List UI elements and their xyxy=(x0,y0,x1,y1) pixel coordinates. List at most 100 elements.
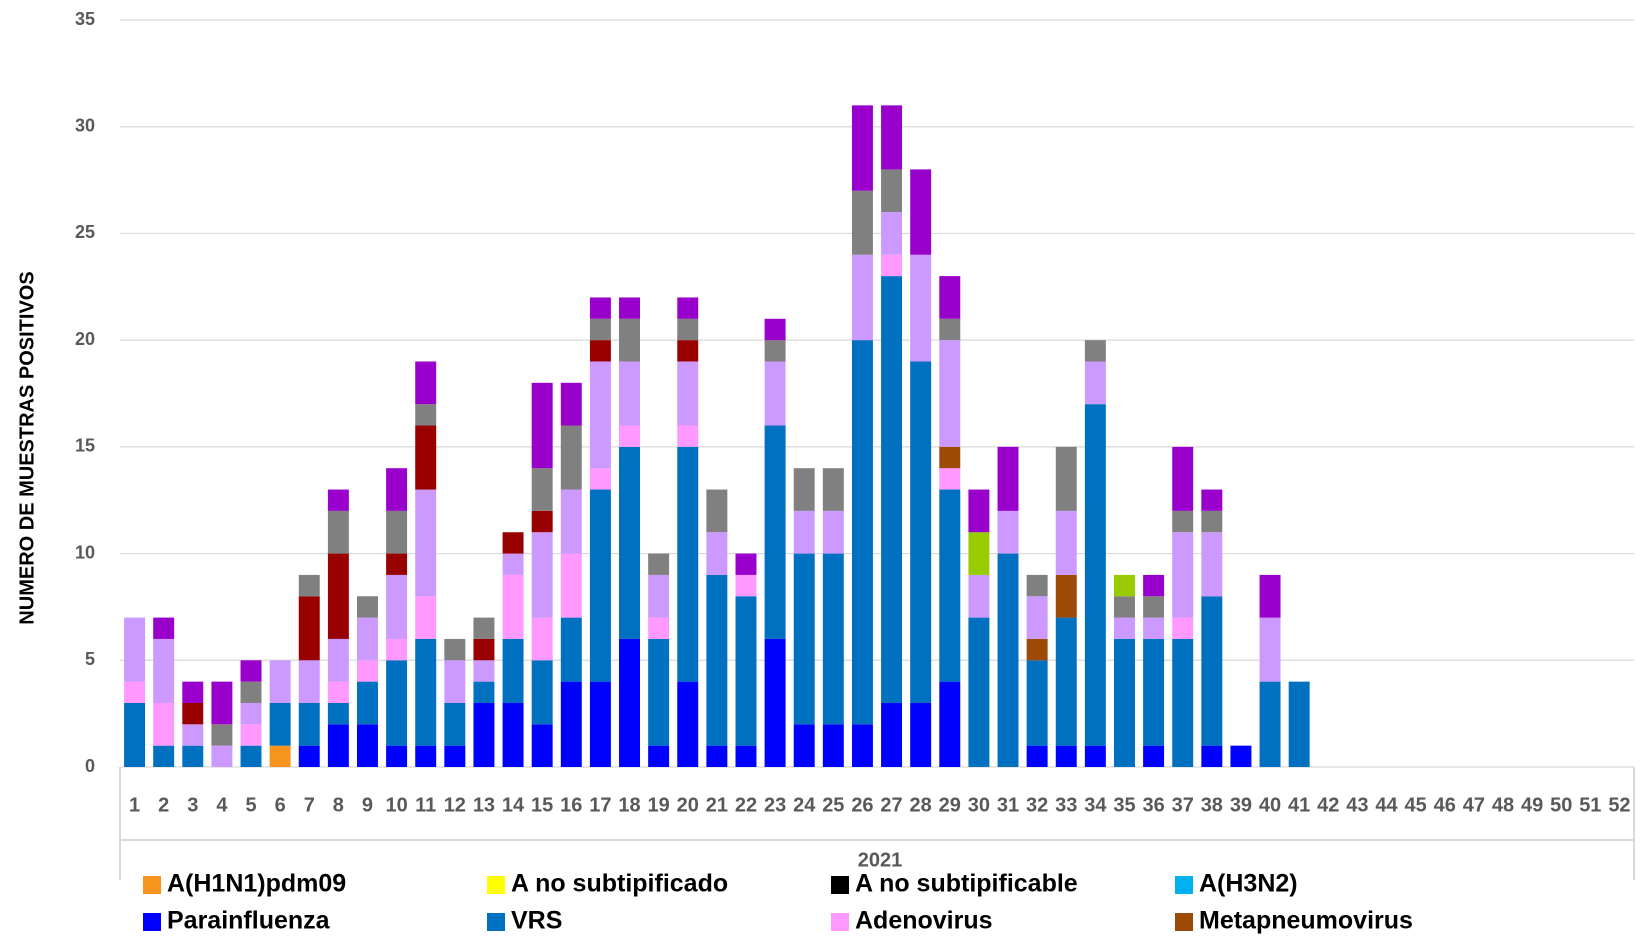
bar-segment xyxy=(764,425,786,639)
bar-segment xyxy=(473,617,495,639)
bar-segment xyxy=(619,425,641,447)
bar-segment xyxy=(415,425,437,490)
bar-segment xyxy=(298,596,320,661)
bar-segment xyxy=(793,510,815,554)
bar-segment xyxy=(327,553,349,639)
bar-segment xyxy=(619,361,641,426)
bar-segment xyxy=(939,446,961,469)
bar-segment xyxy=(415,404,437,426)
bar-segment xyxy=(939,468,961,490)
legend-label: A no subtipificado xyxy=(511,870,728,898)
bar-segment xyxy=(240,681,262,703)
bar-segment xyxy=(240,660,262,682)
bar-segment xyxy=(619,446,641,639)
bar-segment xyxy=(968,617,990,767)
bar-segment xyxy=(211,724,233,746)
bar-segment xyxy=(881,276,903,703)
bar-segment xyxy=(327,702,349,725)
bar-segment xyxy=(327,489,349,511)
bar-segment xyxy=(910,361,932,703)
bar-segment xyxy=(677,681,699,767)
x-tick-label: 10 xyxy=(385,794,407,816)
x-tick-label: 42 xyxy=(1317,794,1339,816)
bar-segment xyxy=(764,340,786,362)
bar-segment xyxy=(182,724,204,746)
x-tick-label: 44 xyxy=(1375,794,1398,816)
bar-segment xyxy=(1143,617,1165,639)
x-tick-label: 28 xyxy=(910,794,932,816)
bar-segment xyxy=(473,702,495,767)
bar-segment xyxy=(677,361,699,426)
bar-segment xyxy=(1084,404,1106,746)
x-tick-label: 12 xyxy=(444,794,466,816)
bar-segment xyxy=(648,553,670,575)
bar-segment xyxy=(1026,574,1048,597)
x-tick-label: 49 xyxy=(1521,794,1543,816)
bar-segment xyxy=(881,702,903,767)
x-tick-label: 48 xyxy=(1492,794,1514,816)
bar-segment xyxy=(1230,745,1252,767)
y-tick-label: 0 xyxy=(85,756,95,776)
bar-segment xyxy=(677,340,699,362)
bar-segment xyxy=(619,297,641,319)
bar-segment xyxy=(153,617,175,639)
bar-segment xyxy=(968,532,990,575)
x-tick-label: 25 xyxy=(822,794,844,816)
x-tick-label: 41 xyxy=(1288,794,1310,816)
bar-segment xyxy=(356,660,378,682)
bar-segment xyxy=(298,574,320,597)
bar-segment xyxy=(386,745,408,767)
bar-segment xyxy=(1113,596,1135,618)
x-tick-label: 16 xyxy=(560,794,582,816)
bar-segment xyxy=(327,510,349,554)
bar-segment xyxy=(619,318,641,362)
x-tick-label: 21 xyxy=(706,794,728,816)
bar-segment xyxy=(851,724,873,767)
x-tick-label: 8 xyxy=(333,794,344,816)
x-tick-label: 4 xyxy=(216,794,228,816)
bar-segment xyxy=(1055,617,1077,746)
x-tick-label: 52 xyxy=(1608,794,1630,816)
bar-segment xyxy=(386,510,408,554)
bar-segment xyxy=(560,681,582,767)
bar-segment xyxy=(182,681,204,703)
bar-segment xyxy=(1026,596,1048,639)
bar-segment xyxy=(124,681,146,703)
bar-segment xyxy=(589,489,611,682)
legend-label: A(H3N2) xyxy=(1199,870,1298,898)
bar-segment xyxy=(706,745,728,767)
x-tick-label: 3 xyxy=(187,794,198,816)
bar-segment xyxy=(939,489,961,682)
bar-segment xyxy=(1143,638,1165,746)
bar-segment xyxy=(531,510,553,533)
x-tick-label: 34 xyxy=(1084,794,1107,816)
y-tick-label: 10 xyxy=(75,542,95,562)
bar-segment xyxy=(648,745,670,767)
bar-segment xyxy=(386,574,408,639)
bar-segment xyxy=(153,638,175,703)
bar-segment xyxy=(473,660,495,682)
y-tick-label: 35 xyxy=(75,9,95,29)
x-tick-label: 45 xyxy=(1405,794,1427,816)
bar-segment xyxy=(182,745,204,767)
legend-swatch xyxy=(487,913,505,931)
y-tick-label: 20 xyxy=(75,329,95,349)
bar-segment xyxy=(386,660,408,746)
y-tick-label: 25 xyxy=(75,222,95,242)
x-tick-label: 2 xyxy=(158,794,169,816)
bar-segment xyxy=(881,254,903,277)
legend-swatch xyxy=(143,876,161,894)
bar-segment xyxy=(910,254,932,362)
legend-label: VRS xyxy=(511,907,562,935)
bar-segment xyxy=(502,702,524,767)
bar-segment xyxy=(240,724,262,746)
x-tick-label: 47 xyxy=(1463,794,1485,816)
bar-segment xyxy=(793,724,815,767)
bar-segment xyxy=(124,617,146,682)
bar-segment xyxy=(1143,596,1165,618)
bar-segment xyxy=(1172,510,1194,533)
bar-segment xyxy=(1201,745,1223,767)
x-tick-label: 30 xyxy=(968,794,990,816)
bar-segment xyxy=(356,681,378,725)
bar-segment xyxy=(531,660,553,725)
